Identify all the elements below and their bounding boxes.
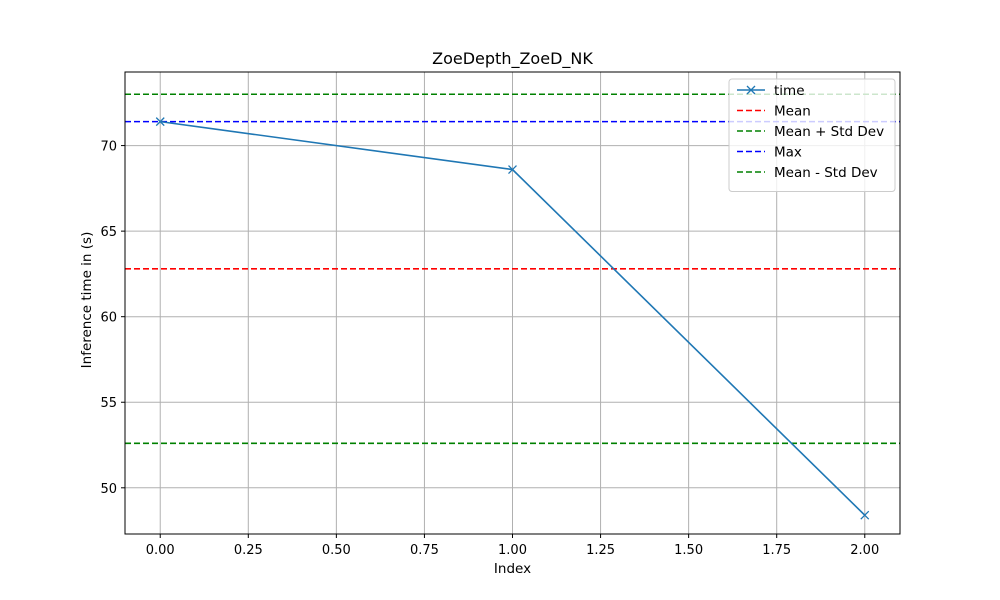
time-data-point: [508, 165, 517, 174]
y-tick-label: 70: [100, 140, 117, 155]
x-tick-label: 1.25: [586, 543, 615, 558]
chart-title: ZoeDepth_ZoeD_NK: [432, 49, 593, 69]
plot-area-frame: [124, 71, 901, 535]
x-tick-label: 0.00: [146, 543, 175, 558]
x-tick-label: 0.50: [322, 543, 351, 558]
series: [155, 117, 870, 520]
ticks: 0.00 0.25 0.50 0.75 1.00 1.25 1.50 1.75 2.00 50 55…: [100, 140, 879, 558]
x-tick-label: 1.50: [674, 543, 703, 558]
time-data-point: [860, 510, 870, 520]
x-tick-label: 1.00: [498, 543, 527, 558]
legend-label-mean-std-dev: Mean - Std Dev: [774, 165, 878, 181]
reference-lines: [125, 93, 900, 445]
y-tick-label: 55: [100, 396, 117, 411]
y-axis-label: Inference time in (s): [79, 232, 95, 369]
legend-label-mean-std-dev: Mean + Std Dev: [774, 124, 884, 140]
x-tick-label: 1.75: [762, 543, 791, 558]
x-tick-label: 2.00: [850, 543, 879, 558]
y-tick-label: 50: [100, 482, 117, 497]
x-tick-label: 0.75: [410, 543, 439, 558]
legend-label-mean: Mean: [774, 104, 811, 120]
time-data-point: [155, 117, 165, 127]
legend-label-time: time: [774, 83, 805, 99]
y-tick-label: 60: [100, 311, 117, 326]
x-axis-label: Index: [494, 561, 531, 577]
legend-box: [728, 78, 896, 192]
y-tick-label: 65: [100, 225, 117, 240]
legend-label-max: Max: [774, 145, 802, 161]
legend: time Mean Mean + Std Dev Max Mean - Std Dev: [728, 78, 896, 192]
legend-marker-time: [746, 85, 756, 95]
x-tick-label: 0.25: [234, 543, 263, 558]
